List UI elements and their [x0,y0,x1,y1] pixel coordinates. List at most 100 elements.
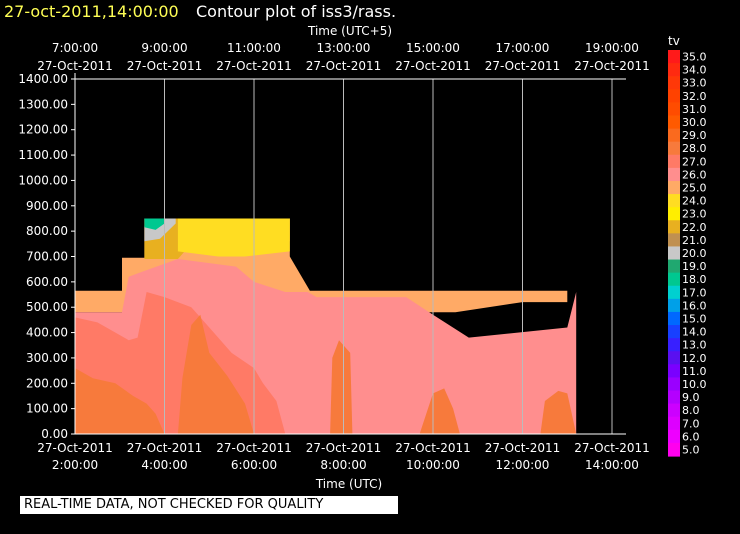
y-tick-label: 700.00 [26,250,68,264]
x-tick-label-date: 27-Oct-2011 [574,441,650,455]
colorbar-swatch [668,272,680,287]
x-tick-label-time: 2:00:00 [52,458,98,472]
colorbar-tick-label: 5.0 [682,444,700,457]
colorbar-swatch [668,154,680,169]
y-tick-label: 900.00 [26,199,68,213]
top-tick-label-date: 27-Oct-2011 [37,59,113,73]
contour-region-9 [330,340,353,434]
colorbar-tick-label: 27.0 [682,155,707,168]
contour-region-7 [75,368,165,434]
colorbar-tick-label: 12.0 [682,352,707,365]
x-tick-label-time: 10:00:00 [406,458,460,472]
colorbar-swatch [668,141,680,156]
colorbar-swatch [668,285,680,300]
colorbar-swatch [668,364,680,379]
x-tick-label-date: 27-Oct-2011 [395,441,471,455]
colorbar-label: tv [668,34,680,48]
colorbar-swatch [668,89,680,103]
top-axis-label: Time (UTC+5) [307,24,392,38]
colorbar-tick-label: 18.0 [682,273,707,286]
colorbar-swatch [668,298,680,313]
colorbar-tick-label: 19.0 [682,260,707,273]
colorbar-swatch [668,416,680,431]
chart-title: Contour plot of iss3/rass. [196,2,397,21]
colorbar-swatch [668,429,680,444]
colorbar-swatch [668,220,680,234]
colorbar-tick-label: 33.0 [682,77,707,90]
colorbar-swatch [668,351,680,365]
y-tick-label: 600.00 [26,275,68,289]
top-tick-label-date: 27-Oct-2011 [485,59,561,73]
colorbar-tick-label: 32.0 [682,90,707,103]
y-tick-label: 100.00 [26,402,68,416]
colorbar-swatch [668,167,680,182]
top-tick-label-time: 9:00:00 [141,41,187,55]
colorbar-swatch [668,246,680,261]
contour-region-8 [177,314,254,434]
colorbar-tick-label: 11.0 [682,365,707,378]
colorbar: 35.034.033.032.031.030.029.028.027.026.0… [668,50,707,457]
colorbar-tick-label: 6.0 [682,430,700,443]
colorbar-swatch [668,115,680,130]
bottom-axis-label: Time (UTC) [315,477,382,491]
y-tick-label: 800.00 [26,224,68,238]
y-tick-label: 400.00 [26,326,68,340]
x-tick-label-time: 12:00:00 [496,458,550,472]
x-tick-label-date: 27-Oct-2011 [37,441,113,455]
y-tick-label: 1400.00 [18,72,68,86]
colorbar-swatch [668,338,680,352]
colorbar-swatch [668,233,680,248]
colorbar-tick-label: 15.0 [682,313,707,326]
colorbar-swatch [668,259,680,274]
colorbar-tick-label: 13.0 [682,339,707,352]
colorbar-tick-label: 17.0 [682,286,707,299]
colorbar-tick-label: 20.0 [682,247,707,260]
y-tick-label: 300.00 [26,351,68,365]
x-tick-label-date: 27-Oct-2011 [216,441,292,455]
colorbar-tick-label: 23.0 [682,208,707,221]
x-tick-label-time: 6:00:00 [231,458,277,472]
top-tick-label-date: 27-Oct-2011 [127,59,203,73]
contour-region-10 [419,388,460,434]
x-tick-label-time: 14:00:00 [585,458,639,472]
colorbar-tick-label: 29.0 [682,129,707,142]
x-tick-label-date: 27-Oct-2011 [127,441,203,455]
colorbar-tick-label: 14.0 [682,326,707,339]
colorbar-swatch [668,76,680,90]
colorbar-swatch [668,311,680,326]
colorbar-swatch [668,128,680,143]
x-tick-label-date: 27-Oct-2011 [306,441,382,455]
colorbar-tick-label: 26.0 [682,168,707,181]
top-tick-label-time: 15:00:00 [406,41,460,55]
top-tick-label-date: 27-Oct-2011 [574,59,650,73]
colorbar-tick-label: 9.0 [682,391,700,404]
contour-region-2 [177,218,290,257]
axes: 0.00 100.00 200.00 300.00 400.00 500.00 600.00… [18,41,649,472]
colorbar-tick-label: 35.0 [682,51,707,64]
colorbar-swatch [668,180,680,195]
colorbar-tick-label: 10.0 [682,378,707,391]
colorbar-swatch [668,377,680,392]
colorbar-swatch [668,194,680,208]
y-tick-label: 1200.00 [18,123,68,137]
x-tick-label-time: 4:00:00 [141,458,187,472]
colorbar-swatch [668,442,680,457]
y-tick-label: 0.00 [41,427,68,441]
y-tick-label: 1300.00 [18,97,68,111]
colorbar-tick-label: 31.0 [682,103,707,116]
colorbar-tick-label: 34.0 [682,64,707,77]
x-tick-label-time: 8:00:00 [320,458,366,472]
colorbar-swatch [668,50,680,64]
colorbar-swatch [668,403,680,418]
colorbar-tick-label: 21.0 [682,234,707,247]
top-tick-label-time: 19:00:00 [585,41,639,55]
top-tick-label-date: 27-Oct-2011 [395,59,471,73]
top-tick-label-time: 7:00:00 [52,41,98,55]
y-tick-label: 200.00 [26,376,68,390]
colorbar-tick-label: 22.0 [682,221,707,234]
colorbar-tick-label: 16.0 [682,299,707,312]
colorbar-swatch [668,102,680,117]
chart-date-label: 27-oct-2011,14:00:00 [4,2,179,21]
colorbar-swatch [668,325,680,339]
